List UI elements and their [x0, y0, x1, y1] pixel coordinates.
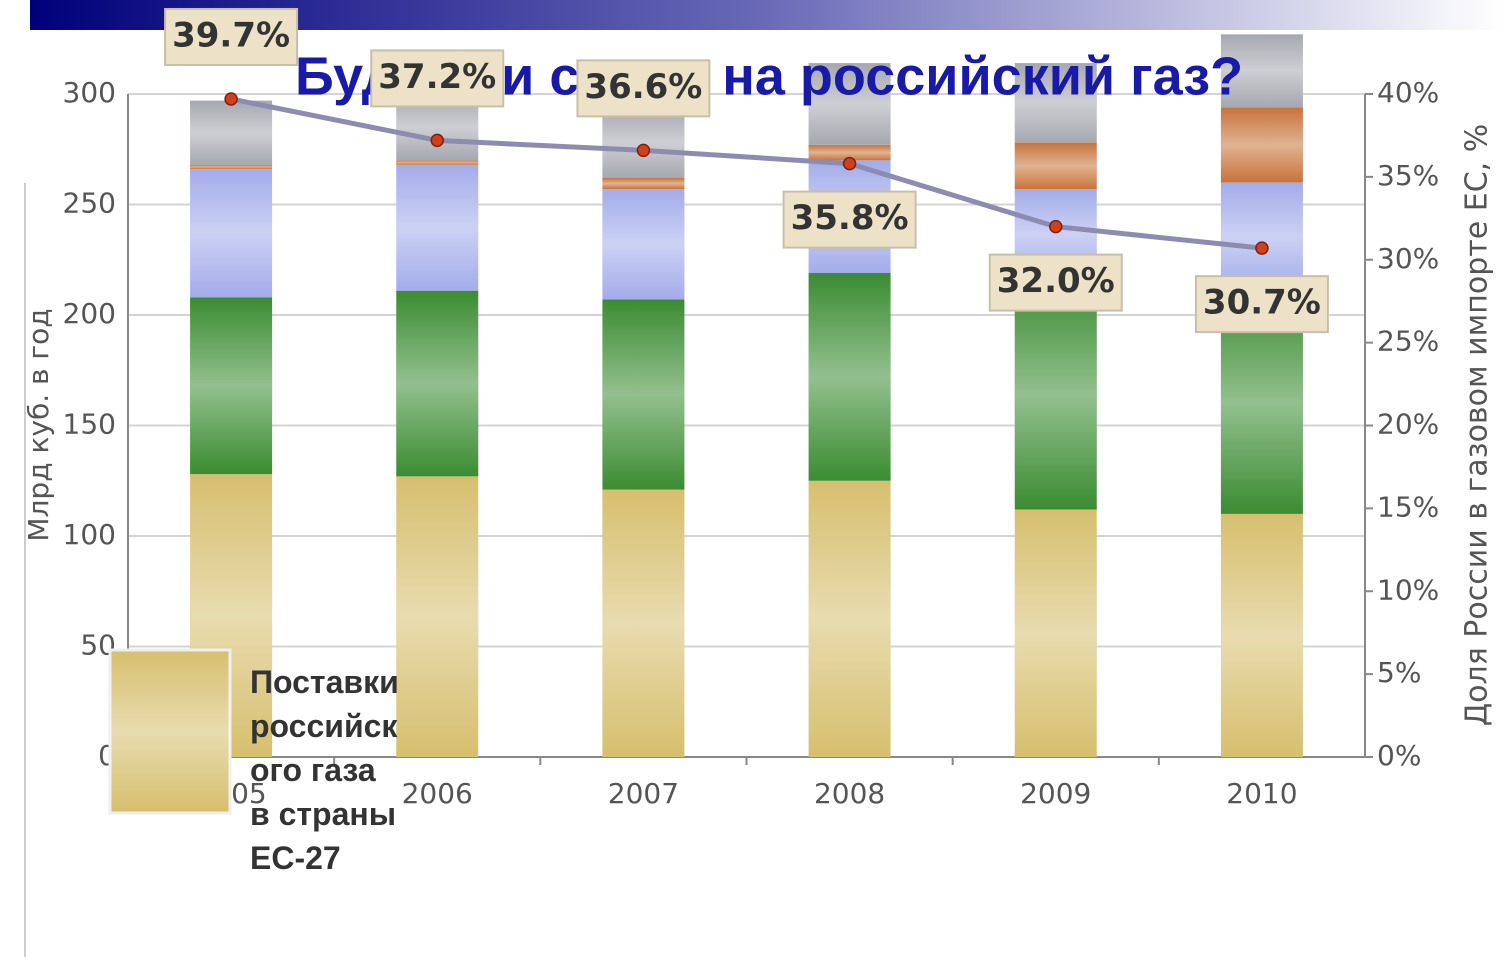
bar-sheen	[602, 107, 685, 178]
value-label: 37.2%	[378, 57, 496, 97]
x-tick-label: 2008	[814, 777, 885, 810]
value-label-box	[988, 253, 1123, 312]
bar-sheen	[1220, 513, 1303, 757]
value-label: 35.8%	[791, 198, 909, 238]
value-label: 32.0%	[997, 261, 1115, 301]
bar-sheen	[396, 164, 479, 291]
x-tick-label: 2007	[608, 777, 679, 810]
y-axis-label: Млрд куб. в год	[22, 308, 55, 541]
bar-sheen	[1220, 182, 1303, 291]
share-line	[230, 96, 1263, 251]
value-label: 30.7%	[1203, 283, 1321, 323]
share-point	[224, 92, 238, 106]
y-tick-label: 100	[63, 518, 116, 551]
bar-sheen	[1014, 509, 1097, 757]
share-point	[636, 143, 651, 158]
bar-sheen	[808, 273, 891, 481]
x-tick-label: 2009	[1020, 777, 1091, 810]
y2-tick-label: 5%	[1377, 656, 1421, 689]
value-label-box	[576, 59, 711, 118]
y2-axis-label: Доля России в газовом импорте ЕС, %	[1460, 124, 1495, 726]
share-point	[1049, 219, 1063, 234]
bar-sheen	[1220, 107, 1303, 183]
bar-sheen	[602, 177, 685, 190]
bar-sheen	[1220, 34, 1303, 108]
y2-tick-label: 25%	[1377, 325, 1439, 358]
bar-sheen	[190, 297, 273, 475]
bar-sheen	[602, 189, 685, 300]
y2-tick-label: 15%	[1377, 490, 1439, 523]
bar-sheen	[602, 299, 685, 490]
bar-sheen	[1014, 63, 1097, 143]
value-label: 39.7%	[172, 15, 290, 55]
bar-sheen	[808, 144, 891, 161]
value-label-box	[1194, 275, 1329, 334]
y-tick-label: 300	[63, 76, 116, 109]
bar-sheen	[190, 164, 273, 170]
legend-label: Поставки российского газа в страны ЕС-27	[250, 664, 399, 876]
x-tick-label: 2010	[1226, 777, 1297, 810]
bar-sheen	[1014, 279, 1097, 510]
bar-sheen	[808, 63, 891, 145]
value-label-box	[370, 49, 505, 108]
y2-tick-label: 20%	[1377, 408, 1439, 441]
bar-sheen	[396, 290, 479, 477]
bar-sheen	[602, 489, 685, 757]
y2-tick-label: 40%	[1377, 76, 1439, 109]
bar-sheen	[396, 476, 479, 757]
bar-sheen	[1014, 142, 1097, 190]
y2-tick-label: 0%	[1377, 739, 1421, 772]
value-label: 36.6%	[584, 67, 702, 107]
value-label-box	[782, 190, 917, 249]
share-point	[430, 133, 444, 148]
bar-sheen	[396, 160, 479, 165]
y2-tick-label: 10%	[1377, 573, 1439, 606]
corner	[0, 0, 30, 30]
bar-sheen	[190, 100, 273, 165]
y-tick-label: 250	[63, 187, 116, 220]
y-tick-label: 150	[63, 408, 116, 441]
y2-tick-label: 35%	[1377, 159, 1439, 192]
bar-sheen	[808, 480, 891, 757]
legend-sheen	[110, 650, 230, 813]
value-label-box	[164, 7, 299, 66]
share-point	[842, 156, 857, 171]
bar-sheen	[190, 169, 273, 298]
y-tick-label: 200	[63, 297, 116, 330]
share-point	[1255, 241, 1269, 255]
y2-tick-label: 30%	[1377, 242, 1439, 275]
x-tick-label: 2006	[402, 777, 473, 810]
